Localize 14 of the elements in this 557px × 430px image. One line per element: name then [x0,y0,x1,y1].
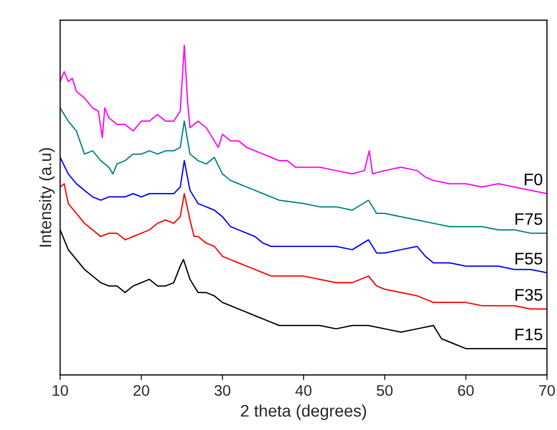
series-label: F35 [516,288,542,301]
x-tick-label: 50 [376,385,393,396]
series-label: F55 [516,252,542,265]
series-label: F75 [516,213,542,225]
series-label: F15 [516,328,542,340]
x-tick-label: 20 [134,385,150,396]
x-tick-label: 40 [295,385,312,396]
x-tick-label: 10 [52,385,68,396]
y-axis-title: Intensity (a.u) [39,148,55,247]
x-tick-label: 60 [458,385,474,396]
x-tick-label: 70 [539,385,555,396]
x-tick-label: 30 [214,385,230,396]
series-label: F0 [524,174,542,186]
x-axis-title: 2 theta (degrees) [240,404,366,420]
